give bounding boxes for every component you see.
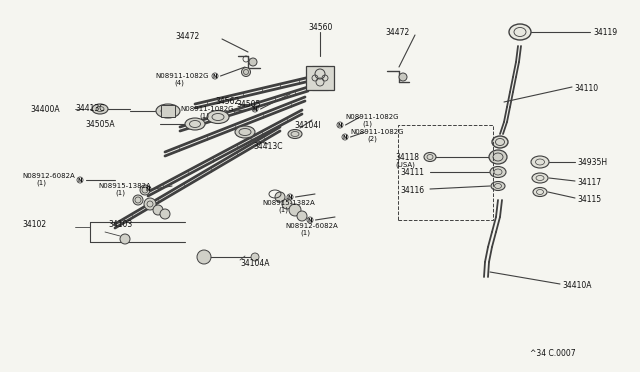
- Ellipse shape: [235, 126, 255, 138]
- Text: N08911-1082G: N08911-1082G: [350, 129, 403, 135]
- Text: 34413C: 34413C: [75, 103, 104, 112]
- Text: N08912-6082A: N08912-6082A: [22, 173, 75, 179]
- Ellipse shape: [489, 150, 507, 164]
- Text: N08911-1082G: N08911-1082G: [180, 106, 234, 112]
- Ellipse shape: [185, 118, 205, 130]
- Text: ^34 C.0007: ^34 C.0007: [530, 350, 575, 359]
- Text: 34935H: 34935H: [577, 157, 607, 167]
- Circle shape: [251, 253, 259, 261]
- Bar: [161, 105, 175, 117]
- Circle shape: [241, 67, 250, 77]
- Text: (1): (1): [278, 207, 288, 213]
- Text: 34116: 34116: [400, 186, 424, 195]
- Text: N: N: [212, 74, 217, 78]
- Circle shape: [297, 211, 307, 221]
- Ellipse shape: [424, 153, 436, 161]
- Text: (1): (1): [362, 121, 372, 127]
- Circle shape: [197, 250, 211, 264]
- Circle shape: [249, 58, 257, 66]
- Text: 34111: 34111: [400, 167, 424, 176]
- Text: N: N: [77, 177, 83, 183]
- Circle shape: [153, 205, 163, 215]
- Text: 34103: 34103: [108, 219, 132, 228]
- Text: N: N: [343, 135, 348, 140]
- Text: 34472: 34472: [175, 32, 199, 41]
- Circle shape: [133, 195, 143, 205]
- Text: 34102: 34102: [22, 219, 46, 228]
- Text: (2): (2): [367, 136, 377, 142]
- Ellipse shape: [509, 24, 531, 40]
- Ellipse shape: [92, 104, 108, 114]
- Text: N: N: [253, 106, 257, 112]
- Text: N08912-6082A: N08912-6082A: [285, 223, 338, 229]
- Text: (1): (1): [36, 180, 46, 186]
- Text: N08915-1382A: N08915-1382A: [262, 200, 315, 206]
- Text: N: N: [308, 218, 312, 222]
- Circle shape: [160, 209, 170, 219]
- Text: (USA): (USA): [395, 162, 415, 168]
- Text: 34562: 34562: [215, 96, 239, 106]
- Text: 34119: 34119: [593, 28, 617, 36]
- Ellipse shape: [532, 173, 548, 183]
- Text: 34400A: 34400A: [30, 105, 60, 113]
- Text: 34110: 34110: [574, 83, 598, 93]
- Text: (1): (1): [300, 230, 310, 236]
- Ellipse shape: [533, 187, 547, 196]
- Text: 34115: 34115: [577, 195, 601, 203]
- Text: 34413C: 34413C: [253, 141, 282, 151]
- Text: 34117: 34117: [577, 177, 601, 186]
- Text: 34505A: 34505A: [85, 119, 115, 128]
- Text: 34410A: 34410A: [562, 280, 591, 289]
- Text: 34104A: 34104A: [240, 260, 269, 269]
- Circle shape: [289, 204, 301, 216]
- Text: (4): (4): [174, 80, 184, 86]
- Text: N: N: [338, 122, 342, 128]
- Circle shape: [282, 199, 292, 209]
- Circle shape: [399, 73, 407, 81]
- Text: (1): (1): [115, 190, 125, 196]
- Text: (1): (1): [199, 113, 209, 119]
- Bar: [306, 66, 334, 90]
- Text: N08911-1082G: N08911-1082G: [155, 73, 209, 79]
- Ellipse shape: [492, 136, 508, 148]
- Circle shape: [275, 192, 285, 202]
- Text: 34472: 34472: [385, 28, 409, 36]
- Ellipse shape: [490, 167, 506, 177]
- Text: 34118: 34118: [395, 153, 419, 161]
- Text: N: N: [288, 195, 292, 199]
- Ellipse shape: [207, 110, 229, 124]
- Ellipse shape: [288, 129, 302, 138]
- Text: N08915-1382A: N08915-1382A: [98, 183, 151, 189]
- Text: N08911-1082G: N08911-1082G: [345, 114, 399, 120]
- Bar: [398, 125, 493, 220]
- Ellipse shape: [531, 156, 549, 168]
- Text: N: N: [146, 186, 150, 192]
- Ellipse shape: [156, 104, 180, 118]
- Circle shape: [120, 234, 130, 244]
- Circle shape: [144, 198, 156, 210]
- Circle shape: [140, 185, 150, 195]
- Text: 34104I: 34104I: [294, 121, 321, 129]
- Ellipse shape: [491, 182, 505, 190]
- Text: 34505: 34505: [236, 99, 260, 109]
- Text: 34560: 34560: [308, 22, 332, 32]
